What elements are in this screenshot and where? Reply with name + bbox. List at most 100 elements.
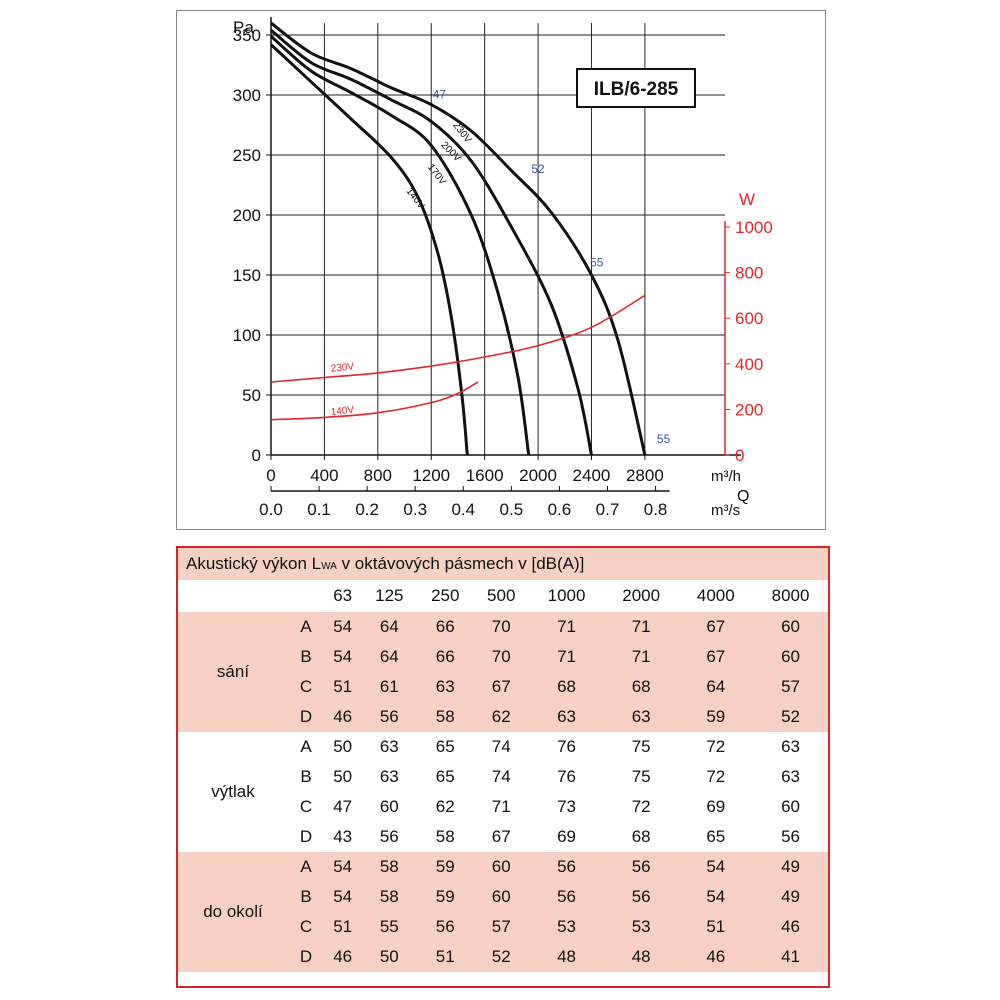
value-cell: 65 (435, 767, 455, 786)
caption-suffix: v oktávových pásmech v [dB(A)] (336, 554, 585, 573)
table-row: C 47 60 62 71 73 72 69 60 (178, 792, 828, 822)
pressure-curve-170v (270, 35, 531, 456)
value-cell: 75 (631, 737, 651, 756)
value-cell: 54 (678, 882, 754, 912)
pressure-curve-200v (270, 29, 593, 456)
y-tick-label-pa: 150 (233, 266, 261, 285)
frequency-header-row: 63 125 250 500 1000 2000 4000 8000 (178, 580, 828, 612)
pressure-curve-140v (269, 43, 469, 456)
group-label: sání (178, 612, 288, 732)
chart-frame: 0 50 100 150 200 250 300 350 Pa 0 200 400 600 800 1000… (176, 10, 826, 530)
value-cell: 46 (324, 942, 362, 972)
value-cell: 48 (603, 942, 679, 972)
frequency-header: 63 (333, 586, 353, 605)
x-tick-label-m3h: 2400 (573, 466, 611, 485)
x-tick-label-m3h: 1200 (412, 466, 450, 485)
table-row: do okolí A 54 58 59 60 56 56 54 49 (178, 852, 828, 972)
value-cell: 63 (781, 767, 800, 786)
efficiency-annotation: 55 (590, 256, 604, 270)
y-tick-label-pa: 350 (233, 26, 261, 45)
x-axis-unit-m3s: m³/s (711, 502, 740, 519)
table-row: sání A 54 64 66 70 71 71 67 60 (178, 612, 828, 732)
table-row: B 50 63 65 74 76 75 72 63 (178, 762, 828, 792)
value-cell: 54 (324, 882, 362, 912)
value-cell: 57 (753, 672, 828, 702)
row-letter: A (300, 737, 312, 756)
value-cell: 62 (473, 702, 530, 732)
value-cell: 68 (603, 672, 679, 702)
row-letter: B (288, 642, 324, 672)
x-tick-label-m3s: 0.7 (596, 500, 620, 519)
row-letter: D (299, 827, 313, 846)
value-cell: 60 (473, 882, 530, 912)
x-tick-label-m3h: 400 (310, 466, 338, 485)
value-cell: 55 (361, 912, 418, 942)
value-cell: 59 (417, 852, 474, 882)
value-cell: 76 (557, 737, 576, 756)
y-tick-label-w: 0 (735, 446, 744, 465)
value-cell: 43 (333, 827, 353, 846)
value-cell: 70 (473, 642, 530, 672)
value-cell: 46 (753, 912, 828, 942)
header-spacer (288, 580, 324, 612)
model-label-box (576, 68, 696, 108)
value-cell: 66 (417, 612, 474, 642)
value-cell: 66 (417, 642, 474, 672)
value-cell: 67 (678, 642, 754, 672)
value-cell: 68 (529, 672, 604, 702)
table-row: B 54 64 66 70 71 71 67 60 (178, 642, 828, 672)
table-row: D 46 50 51 52 48 48 46 41 (178, 942, 828, 972)
value-cell: 50 (361, 942, 418, 972)
row-letter: D (288, 702, 324, 732)
y-tick-label-pa: 250 (233, 146, 261, 165)
row-letter: B (288, 882, 324, 912)
row-letter: C (288, 912, 324, 942)
value-cell: 60 (379, 797, 399, 816)
value-cell: 56 (379, 827, 399, 846)
acoustic-power-table: Akustický výkon LWA v oktávových pásmech… (178, 548, 828, 972)
group-label: výtlak (211, 782, 255, 801)
power-curve-label: 230V (330, 361, 355, 374)
value-cell: 51 (324, 912, 362, 942)
value-cell: 48 (529, 942, 604, 972)
efficiency-annotation: 55 (657, 432, 671, 446)
row-letter: A (288, 612, 324, 642)
value-cell: 63 (379, 767, 399, 786)
value-cell: 60 (753, 612, 828, 642)
value-cell: 56 (603, 882, 679, 912)
value-cell: 71 (603, 642, 679, 672)
value-cell: 54 (324, 852, 362, 882)
y-tick-label-w: 400 (735, 355, 763, 374)
value-cell: 68 (631, 827, 651, 846)
value-cell: 63 (603, 702, 679, 732)
value-cell: 65 (435, 737, 455, 756)
value-cell: 72 (631, 797, 651, 816)
value-cell: 73 (557, 797, 576, 816)
value-cell: 56 (529, 852, 604, 882)
x-tick-label-m3h: 2800 (626, 466, 664, 485)
row-letter: C (299, 797, 313, 816)
y-tick-label-pa: 50 (242, 386, 261, 405)
value-cell: 69 (706, 797, 726, 816)
value-cell: 61 (361, 672, 418, 702)
value-cell: 59 (678, 702, 754, 732)
frequency-header: 500 (487, 586, 516, 605)
table-row: B 54 58 59 60 56 56 54 49 (178, 882, 828, 912)
value-cell: 64 (678, 672, 754, 702)
x-axis-unit-m3h: m³/h (711, 468, 741, 485)
y-tick-label-w: 800 (735, 264, 763, 283)
x-tick-label-m3s: 0.3 (403, 500, 427, 519)
value-cell: 54 (324, 612, 362, 642)
value-cell: 76 (557, 767, 576, 786)
x-axis-symbol-q: Q (737, 488, 749, 505)
value-cell: 58 (361, 882, 418, 912)
frequency-header: 8000 (771, 586, 810, 605)
value-cell: 70 (473, 612, 530, 642)
table-caption: Akustický výkon LWA v oktávových pásmech… (178, 548, 828, 580)
value-cell: 64 (361, 642, 418, 672)
frequency-header: 125 (375, 586, 404, 605)
value-cell: 51 (678, 912, 754, 942)
y-tick-label-w: 1000 (735, 218, 773, 237)
value-cell: 58 (417, 702, 474, 732)
